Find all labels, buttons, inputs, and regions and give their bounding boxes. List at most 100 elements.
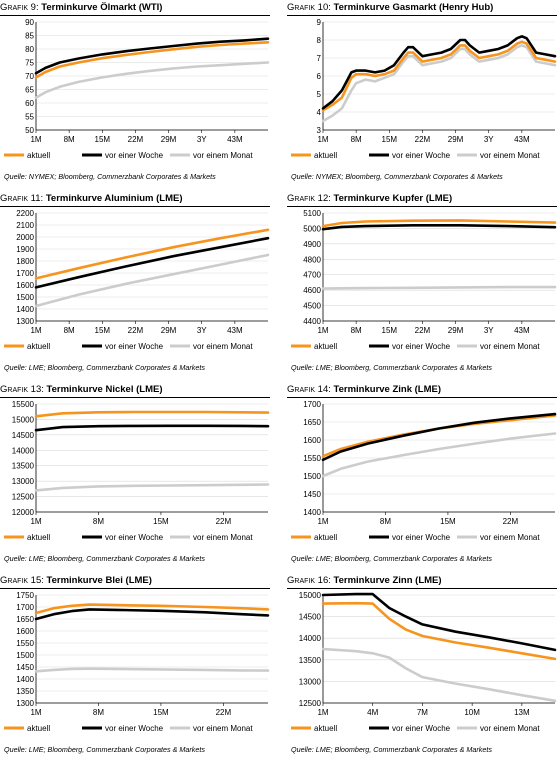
- legend-label: vor einem Monat: [193, 724, 253, 733]
- legend-label: vor einer Woche: [392, 151, 451, 160]
- x-tick-label: 13M: [514, 708, 530, 717]
- y-tick-label: 15000: [12, 415, 35, 424]
- y-tick-label: 4400: [303, 317, 321, 326]
- chart-title: Grafik 13: Terminkurve Nickel (LME): [0, 384, 162, 395]
- chart-title-text: Terminkurve Ölmarkt (WTI): [41, 2, 163, 13]
- chart-prefix: Grafik: [287, 575, 316, 586]
- chart-prefix: Grafik: [0, 193, 29, 204]
- x-tick-label: 8M: [93, 708, 104, 717]
- y-tick-label: 12500: [12, 493, 35, 502]
- legend-label: vor einer Woche: [105, 151, 164, 160]
- series-line-3: [34, 667, 270, 673]
- y-tick-label: 1600: [16, 627, 34, 636]
- x-tick-label: 4M: [367, 708, 378, 717]
- chart-title-text: Terminkurve Gasmarkt (Henry Hub): [333, 2, 494, 13]
- series-line-1: [321, 40, 557, 112]
- y-tick-label: 1500: [16, 651, 34, 660]
- y-tick-label: 3: [317, 126, 322, 135]
- y-tick-label: 85: [25, 32, 34, 41]
- y-tick-label: 1600: [16, 281, 34, 290]
- y-tick-label: 1400: [16, 675, 34, 684]
- chart-title-text: Terminkurve Zinn (LME): [333, 575, 442, 586]
- line-chart: 1300 1350 1400 1450 1500 1550 1600 1650 1700 1750…: [4, 591, 270, 733]
- y-tick-label: 1450: [303, 490, 321, 499]
- y-tick-label: 80: [25, 45, 34, 54]
- legend-label: vor einer Woche: [105, 533, 164, 542]
- y-tick-label: 13500: [299, 656, 322, 665]
- chart-prefix: Grafik: [287, 2, 316, 13]
- series-line-2: [321, 412, 557, 462]
- x-tick-label: 22M: [503, 517, 519, 526]
- chart-number: 14:: [317, 384, 331, 395]
- title-rule: [287, 206, 557, 207]
- x-tick-label: 10M: [464, 708, 480, 717]
- series-line-1: [321, 601, 557, 661]
- series-line-1: [34, 40, 270, 79]
- x-tick-label: 1M: [317, 517, 328, 526]
- legend-label: aktuell: [27, 342, 50, 351]
- y-tick-label: 55: [25, 113, 34, 122]
- chart-source: Quelle: LME; Bloomberg, Commerzbank Corp…: [291, 745, 492, 754]
- series-line-2: [34, 424, 270, 432]
- chart-panel-6: Grafik 14: Terminkurve Zink (LME) 1400 145…: [287, 384, 557, 575]
- y-tick-label: 65: [25, 86, 34, 95]
- legend-label: aktuell: [27, 533, 50, 542]
- y-tick-label: 6: [317, 72, 322, 81]
- y-tick-label: 8: [317, 36, 322, 45]
- y-tick-label: 13000: [12, 477, 35, 486]
- title-rule: [287, 588, 557, 589]
- line-chart: 4400 4500 4600 4700 4800 4900 5000 5100 1M 8M 15M 2…: [291, 209, 557, 351]
- y-tick-label: 2000: [16, 233, 34, 242]
- chart-title-text: Terminkurve Nickel (LME): [46, 384, 163, 395]
- x-tick-label: 8M: [93, 517, 104, 526]
- chart-panel-3: Grafik 11: Terminkurve Aluminium (LME) 13…: [0, 193, 270, 384]
- y-tick-label: 15500: [12, 400, 35, 409]
- x-tick-label: 3Y: [197, 326, 207, 335]
- y-tick-label: 12500: [299, 699, 322, 708]
- x-tick-label: 43M: [227, 135, 243, 144]
- x-tick-label: 22M: [415, 326, 431, 335]
- y-tick-label: 1550: [303, 454, 321, 463]
- series-line-3: [34, 61, 270, 99]
- y-tick-label: 1500: [303, 472, 321, 481]
- x-tick-label: 8M: [64, 135, 75, 144]
- chart-panel-5: Grafik 13: Terminkurve Nickel (LME) 12000…: [0, 384, 270, 575]
- title-rule: [0, 15, 270, 16]
- series-line-2: [34, 608, 270, 621]
- series-line-3: [34, 253, 270, 308]
- title-rule: [0, 206, 270, 207]
- y-tick-label: 14500: [12, 431, 35, 440]
- chart-prefix: Grafik: [287, 193, 316, 204]
- title-rule: [0, 588, 270, 589]
- legend-label: aktuell: [314, 724, 337, 733]
- series-line-1: [34, 228, 270, 280]
- x-tick-label: 22M: [415, 135, 431, 144]
- y-tick-label: 1400: [16, 305, 34, 314]
- chart-source: Quelle: NYMEX; Bloomberg, Commerzbank Co…: [4, 172, 216, 181]
- series-line-2: [321, 35, 557, 110]
- title-rule: [287, 397, 557, 398]
- chart-prefix: Grafik: [0, 384, 29, 395]
- x-tick-label: 1M: [30, 326, 41, 335]
- chart-title-text: Terminkurve Aluminium (LME): [45, 193, 183, 204]
- chart-title-text: Terminkurve Zink (LME): [333, 384, 442, 395]
- y-tick-label: 4800: [303, 255, 321, 264]
- legend-label: vor einem Monat: [480, 724, 540, 733]
- x-tick-label: 15M: [440, 517, 456, 526]
- line-chart: 3 4 5 6 7 8 9 1M 8M 15M 22M 29M 3Y 43M aktuell vor eine…: [291, 18, 557, 160]
- legend-label: vor einer Woche: [105, 724, 164, 733]
- x-tick-label: 7M: [417, 708, 428, 717]
- x-tick-label: 15M: [153, 517, 169, 526]
- y-tick-label: 1700: [303, 400, 321, 409]
- legend-label: vor einem Monat: [480, 342, 540, 351]
- y-tick-label: 1750: [16, 591, 34, 600]
- x-tick-label: 15M: [382, 326, 398, 335]
- x-tick-label: 43M: [514, 135, 530, 144]
- y-tick-label: 5100: [303, 209, 321, 218]
- series-line-3: [321, 44, 557, 123]
- chart-number: 11:: [30, 193, 44, 204]
- chart-title-text: Terminkurve Kupfer (LME): [333, 193, 453, 204]
- series-line-1: [34, 410, 270, 418]
- chart-number: 16:: [317, 575, 331, 586]
- y-tick-label: 1400: [303, 508, 321, 517]
